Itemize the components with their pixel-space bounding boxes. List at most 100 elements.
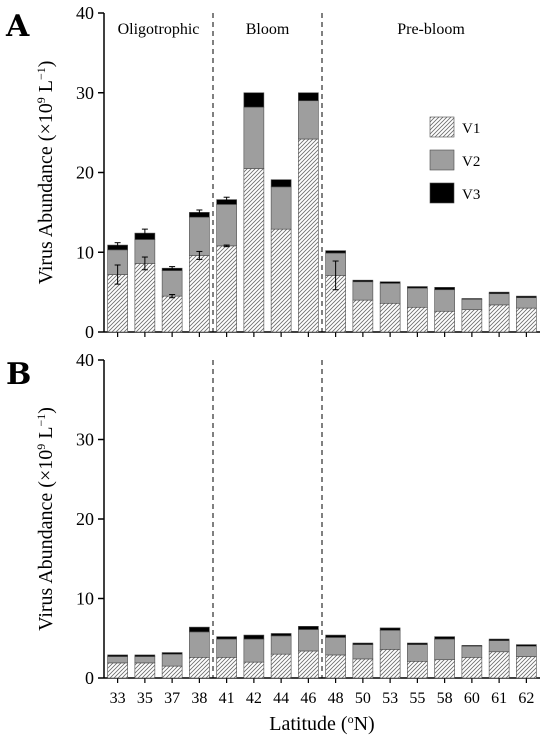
x-tick-label: 41 xyxy=(219,690,235,707)
bar-v2-50 xyxy=(352,644,374,660)
bar-v3-46 xyxy=(298,626,319,630)
bar-v1-61 xyxy=(488,304,510,333)
bar-v3-41 xyxy=(216,636,237,640)
bar-v3-62 xyxy=(516,644,537,647)
bar-v2-38 xyxy=(189,216,210,256)
y-tick-label: 40 xyxy=(76,3,94,23)
bar-v3-42 xyxy=(243,92,265,108)
x-tick-label: 55 xyxy=(409,690,425,707)
bar-v3-48 xyxy=(325,250,346,254)
bar-v2-44 xyxy=(270,635,292,655)
bar-v1-53 xyxy=(379,302,401,333)
bar-v2-46 xyxy=(298,100,319,140)
y-axis-title-unit: L xyxy=(35,427,57,444)
panel-letter-b: B xyxy=(6,357,31,392)
bar-v3-61 xyxy=(488,638,510,641)
y-tick-label: 0 xyxy=(85,322,94,342)
bar-v1-55 xyxy=(407,306,428,333)
y-tick-label: 20 xyxy=(76,163,94,183)
y-tick-label: 20 xyxy=(76,509,94,529)
bar-v1-42 xyxy=(243,661,265,679)
y-tick-label: 10 xyxy=(76,589,94,609)
bar-v1-37 xyxy=(161,295,183,333)
bar-v3-61 xyxy=(488,291,510,295)
x-axis-title-sup: o xyxy=(348,712,354,726)
bar-v2-50 xyxy=(352,281,374,301)
x-axis-title-end: N) xyxy=(354,713,375,735)
bar-v1-61 xyxy=(488,651,510,679)
bar-v1-50 xyxy=(352,658,374,679)
bar-v3-50 xyxy=(352,642,374,645)
bar-v2-41 xyxy=(216,638,237,658)
bar-v2-41 xyxy=(216,204,237,247)
bar-v3-50 xyxy=(352,279,374,283)
y-axis-title-unit: L xyxy=(35,80,57,97)
bar-v3-46 xyxy=(298,92,319,102)
bar-v1-58 xyxy=(434,659,455,679)
bar-v2-53 xyxy=(379,629,401,650)
legend-swatch-v3 xyxy=(429,182,455,204)
x-tick-label: 61 xyxy=(491,690,507,707)
bar-v2-55 xyxy=(407,287,428,308)
bar-v1-50 xyxy=(352,299,374,333)
bar-v2-62 xyxy=(516,645,537,657)
bar-v3-35 xyxy=(134,654,156,657)
bar-v2-58 xyxy=(434,638,455,661)
y-axis-title-main: Virus Abundance (×10 xyxy=(35,103,57,284)
y-tick-label: 40 xyxy=(76,350,94,370)
bar-v1-38 xyxy=(189,657,210,679)
y-tick-label: 0 xyxy=(85,668,94,688)
y-axis-title-end: ) xyxy=(35,61,57,68)
bar-v1-44 xyxy=(270,228,292,333)
bar-v1-60 xyxy=(461,657,483,679)
bar-v1-35 xyxy=(134,263,156,333)
y-axis-title-sup2: −1 xyxy=(34,67,48,80)
y-axis-title: Virus Abundance (×109 L−1) xyxy=(34,61,57,285)
bar-v3-53 xyxy=(379,627,401,631)
bar-v1-46 xyxy=(298,650,319,679)
bar-v1-53 xyxy=(379,649,401,679)
y-axis-title-sup2: −1 xyxy=(34,414,48,427)
bar-v2-48 xyxy=(325,637,346,656)
panel-a: A 0 10 20 30 40 Virus Abundance (×109 L−1) Olig… xyxy=(5,3,540,342)
bar-v2-61 xyxy=(488,293,510,306)
bar-v2-53 xyxy=(379,283,401,304)
panel-letter-a: A xyxy=(5,9,30,44)
bar-v1-38 xyxy=(189,255,210,333)
legend-swatch-v1 xyxy=(429,116,455,138)
x-tick-label: 62 xyxy=(518,690,534,707)
x-tick-label: 53 xyxy=(382,690,398,707)
bar-v1-48 xyxy=(325,654,346,679)
bar-v1-41 xyxy=(216,245,237,333)
bar-v2-60 xyxy=(461,299,483,310)
bar-v2-60 xyxy=(461,645,483,658)
bar-v2-62 xyxy=(516,297,537,309)
x-tick-label: 58 xyxy=(437,690,453,707)
bar-v2-37 xyxy=(161,653,183,667)
bar-v3-55 xyxy=(407,642,428,645)
bar-v2-42 xyxy=(243,106,265,169)
panel-b: B 0 10 20 30 40 Virus Abundance (×109 L−1) 33 35… xyxy=(6,350,540,735)
bar-v2-35 xyxy=(134,656,156,664)
bar-v3-42 xyxy=(243,634,265,640)
x-axis-title-main: Latitude ( xyxy=(269,713,348,735)
y-axis-title: Virus Abundance (×109 L−1) xyxy=(34,407,57,631)
x-axis-title: Latitude (oN) xyxy=(269,712,374,735)
x-tick-label: 35 xyxy=(137,690,153,707)
bar-v2-58 xyxy=(434,289,455,312)
bar-v1-42 xyxy=(243,168,265,333)
bar-v3-44 xyxy=(270,179,292,188)
bar-v2-55 xyxy=(407,644,428,662)
region-label: Bloom xyxy=(246,21,290,38)
y-axis-title-sup: 9 xyxy=(34,444,48,450)
bar-v3-55 xyxy=(407,286,428,289)
bar-v3-62 xyxy=(516,295,537,299)
bar-v3-37 xyxy=(161,652,183,655)
x-tick-label: 44 xyxy=(273,690,289,707)
x-tick-label: 38 xyxy=(191,690,207,707)
bar-v1-46 xyxy=(298,138,319,333)
y-tick-label: 10 xyxy=(76,242,94,262)
x-tick-label: 33 xyxy=(110,690,126,707)
x-tick-label: 42 xyxy=(246,690,262,707)
